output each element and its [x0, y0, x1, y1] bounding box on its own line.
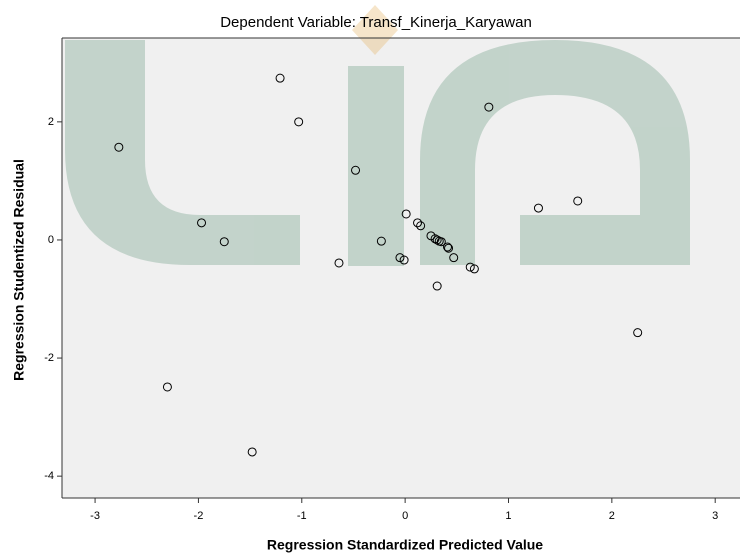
watermark	[65, 5, 690, 266]
x-tick-label: -2	[194, 510, 204, 522]
point	[334, 258, 344, 268]
y-tick-label: -4	[44, 470, 54, 482]
x-tick-label: 1	[505, 510, 511, 522]
y-tick-label: 0	[48, 234, 54, 246]
y-tick-label: -2	[44, 352, 54, 364]
point	[376, 236, 386, 246]
point	[449, 253, 459, 263]
point	[351, 165, 361, 175]
point	[436, 237, 446, 247]
chart-title: Dependent Variable: Transf_Kinerja_Karya…	[220, 14, 532, 31]
x-tick-label: -3	[90, 510, 100, 522]
point	[469, 264, 479, 274]
point	[465, 262, 475, 272]
point	[294, 117, 304, 127]
point	[399, 255, 409, 265]
point	[114, 142, 124, 152]
point	[633, 328, 643, 338]
point	[413, 218, 423, 228]
plot-area	[62, 38, 740, 498]
point	[162, 382, 172, 392]
x-tick-label: 0	[402, 510, 408, 522]
point	[432, 281, 442, 291]
point	[197, 218, 207, 228]
point	[247, 447, 257, 457]
point	[443, 242, 453, 252]
x-axis-title: Regression Standardized Predicted Value	[267, 537, 543, 553]
point	[432, 235, 442, 245]
point	[444, 243, 454, 253]
point	[401, 209, 411, 219]
y-tick-label: 2	[48, 116, 54, 128]
x-tick-label: -1	[297, 510, 307, 522]
x-tick-label: 3	[712, 510, 718, 522]
x-tick-label: 2	[609, 510, 615, 522]
point	[533, 203, 543, 213]
point	[484, 102, 494, 112]
point	[275, 73, 285, 83]
point	[573, 196, 583, 206]
point	[219, 237, 229, 247]
point	[416, 221, 426, 231]
y-axis-title: Regression Studentized Residual	[11, 159, 27, 381]
